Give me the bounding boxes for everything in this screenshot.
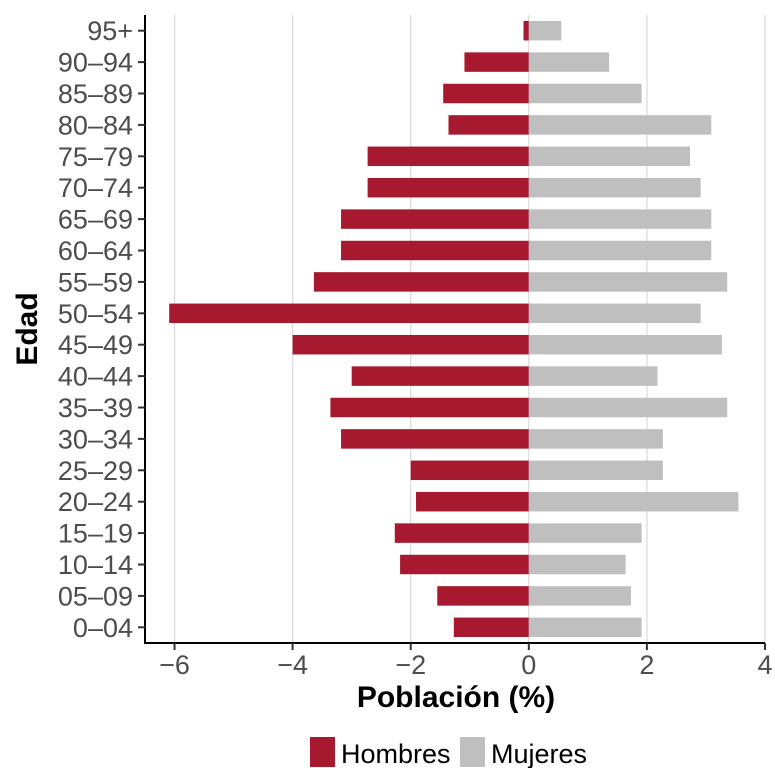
bars bbox=[169, 20, 739, 638]
y-tick-label: 65–69 bbox=[58, 205, 133, 235]
bar-mujeres bbox=[528, 52, 610, 72]
bar-hombres bbox=[367, 177, 529, 198]
y-tick-label: 05–09 bbox=[58, 581, 133, 611]
bar-mujeres bbox=[528, 523, 642, 543]
legend-label-hombres: Hombres bbox=[341, 739, 451, 768]
bar-hombres bbox=[341, 429, 529, 449]
y-tick-label: 25–29 bbox=[58, 456, 133, 486]
y-tick-label: 35–39 bbox=[58, 393, 133, 423]
bar-mujeres bbox=[528, 397, 728, 418]
bar-mujeres bbox=[528, 240, 712, 261]
bar-hombres bbox=[523, 20, 529, 41]
bar-mujeres bbox=[528, 554, 626, 575]
y-tick-label: 85–89 bbox=[58, 79, 133, 109]
bar-mujeres bbox=[528, 177, 701, 198]
bar-hombres bbox=[410, 460, 529, 481]
y-tick-label: 50–54 bbox=[58, 299, 133, 329]
x-tick-label: −4 bbox=[277, 650, 308, 680]
legend-label-mujeres: Mujeres bbox=[491, 739, 587, 768]
y-tick-label: 55–59 bbox=[58, 267, 133, 297]
legend: Hombres Mujeres bbox=[310, 737, 587, 768]
legend-swatch-hombres bbox=[310, 737, 335, 767]
y-axis-title: Edad bbox=[11, 292, 44, 365]
bar-mujeres bbox=[528, 20, 562, 41]
y-tick-label: 60–64 bbox=[58, 236, 133, 266]
bar-mujeres bbox=[528, 303, 701, 324]
legend-swatch-mujeres bbox=[460, 737, 485, 767]
y-tick-label: 70–74 bbox=[58, 173, 133, 203]
bar-mujeres bbox=[528, 617, 642, 638]
y-tick-label: 30–34 bbox=[58, 424, 133, 454]
bar-hombres bbox=[341, 209, 529, 229]
y-tick-labels: 0–0405–0910–1415–1920–2425–2930–3435–394… bbox=[58, 16, 133, 643]
bar-hombres bbox=[169, 303, 529, 324]
y-tick-label: 10–14 bbox=[58, 550, 133, 580]
x-tick-label: 0 bbox=[521, 650, 536, 680]
y-tick-label: 40–44 bbox=[58, 362, 133, 392]
bar-hombres bbox=[453, 617, 529, 638]
bar-mujeres bbox=[528, 209, 712, 229]
bar-mujeres bbox=[528, 115, 712, 135]
bar-hombres bbox=[351, 366, 529, 386]
bar-hombres bbox=[313, 272, 529, 292]
bar-hombres bbox=[437, 586, 529, 606]
bar-mujeres bbox=[528, 272, 728, 292]
x-tick-label: 4 bbox=[757, 650, 772, 680]
x-tick-label: −6 bbox=[159, 650, 190, 680]
grid-lines bbox=[173, 15, 766, 643]
bar-hombres bbox=[341, 240, 529, 261]
bar-hombres bbox=[292, 334, 529, 355]
x-tick-label: 2 bbox=[639, 650, 654, 680]
bar-hombres bbox=[416, 491, 529, 512]
y-tick-label: 95+ bbox=[87, 16, 133, 46]
bar-mujeres bbox=[528, 146, 691, 167]
bar-mujeres bbox=[528, 334, 722, 355]
bar-hombres bbox=[330, 397, 529, 418]
x-axis-title: Población (%) bbox=[357, 681, 555, 714]
bar-hombres bbox=[443, 83, 529, 104]
bar-hombres bbox=[400, 554, 529, 575]
bar-mujeres bbox=[528, 83, 642, 104]
bar-hombres bbox=[448, 115, 529, 135]
bar-hombres bbox=[367, 146, 529, 167]
bar-mujeres bbox=[528, 366, 658, 386]
y-tick-label: 90–94 bbox=[58, 48, 133, 78]
axes bbox=[138, 15, 766, 650]
x-tick-label: −2 bbox=[395, 650, 426, 680]
y-tick-label: 80–84 bbox=[58, 110, 133, 140]
y-tick-label: 20–24 bbox=[58, 487, 133, 517]
bar-hombres bbox=[464, 52, 529, 72]
y-tick-label: 0–04 bbox=[73, 613, 133, 643]
y-tick-label: 15–19 bbox=[58, 519, 133, 549]
bar-mujeres bbox=[528, 586, 631, 606]
bar-mujeres bbox=[528, 491, 739, 512]
x-tick-labels: −6 −4 −2 0 2 4 bbox=[159, 650, 772, 680]
bar-mujeres bbox=[528, 460, 663, 481]
y-tick-label: 45–49 bbox=[58, 330, 133, 360]
y-tick-label: 75–79 bbox=[58, 142, 133, 172]
bar-hombres bbox=[394, 523, 529, 543]
bar-mujeres bbox=[528, 429, 663, 449]
